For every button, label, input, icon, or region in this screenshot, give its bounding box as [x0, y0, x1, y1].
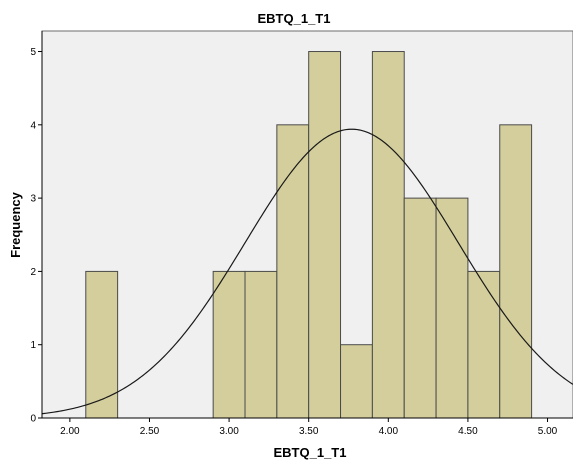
axes: 0 1 2 3 4 5 2.00 2.50 3.00 3.50 4.00 4.50 5.00 — [30, 31, 573, 437]
x-tick-label: 3.00 — [219, 426, 239, 437]
normal-curve-layer — [41, 128, 573, 415]
histogram-bar — [467, 270, 501, 419]
y-tick-label: 5 — [30, 47, 36, 58]
y-axis-title: Frequency — [8, 191, 23, 258]
histogram-bar — [340, 344, 373, 419]
normal-curve — [41, 128, 573, 415]
x-tick-label: 2.00 — [60, 426, 80, 437]
histogram-bar — [276, 124, 310, 419]
y-tick-label: 4 — [30, 120, 36, 131]
y-tick-label: 0 — [30, 414, 36, 425]
histogram-bar — [403, 197, 437, 419]
histogram-bar — [244, 270, 278, 419]
x-tick-label: 5.00 — [538, 426, 558, 437]
y-tick-label: 2 — [30, 267, 36, 278]
histogram-bars — [85, 51, 533, 419]
histogram-bar — [435, 197, 469, 419]
histogram-bar — [212, 270, 246, 419]
histogram-bar — [371, 51, 405, 419]
x-tick-label: 2.50 — [140, 426, 160, 437]
histogram-bar — [308, 51, 342, 419]
x-tick-label: 3.50 — [299, 426, 319, 437]
histogram-bar — [85, 270, 119, 419]
x-tick-label: 4.50 — [458, 426, 478, 437]
chart-title: EBTQ_1_T1 — [258, 11, 331, 26]
x-axis-title: EBTQ_1_T1 — [274, 445, 347, 460]
y-tick-label: 1 — [30, 340, 36, 351]
y-tick-label: 3 — [30, 194, 36, 205]
histogram-bar — [499, 124, 533, 419]
x-tick-label: 4.00 — [379, 426, 399, 437]
